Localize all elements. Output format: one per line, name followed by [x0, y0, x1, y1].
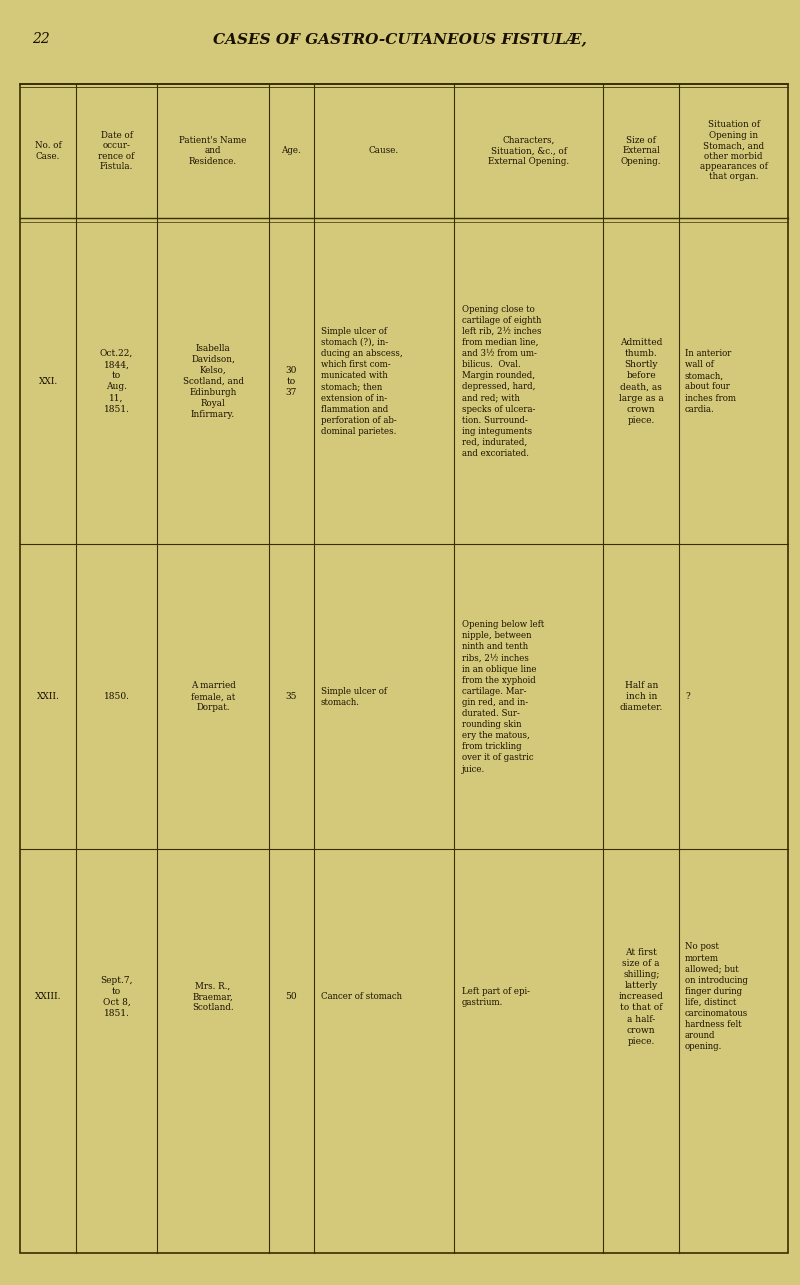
Text: XXIII.: XXIII. — [35, 992, 62, 1001]
Text: Simple ulcer of
stomach.: Simple ulcer of stomach. — [321, 686, 386, 707]
Text: 30
to
37: 30 to 37 — [286, 366, 297, 397]
Text: Date of
occur-
rence of
Fistula.: Date of occur- rence of Fistula. — [98, 131, 134, 171]
Text: Admitted
thumb.
Shortly
before
death, as
large as a
crown
piece.: Admitted thumb. Shortly before death, as… — [619, 338, 664, 425]
Text: Mrs. R.,
Braemar,
Scotland.: Mrs. R., Braemar, Scotland. — [192, 982, 234, 1013]
Text: No. of
Case.: No. of Case. — [34, 141, 62, 161]
Text: Left part of epi-
gastrium.: Left part of epi- gastrium. — [462, 987, 530, 1007]
Text: XXI.: XXI. — [38, 377, 58, 386]
Text: Cause.: Cause. — [369, 146, 399, 155]
Text: Size of
External
Opening.: Size of External Opening. — [621, 136, 662, 166]
Text: Simple ulcer of
stomach (?), in-
ducing an abscess,
which first com-
municated w: Simple ulcer of stomach (?), in- ducing … — [321, 326, 402, 436]
Text: CASES OF GASTRO-CUTANEOUS FISTULÆ,: CASES OF GASTRO-CUTANEOUS FISTULÆ, — [213, 32, 587, 46]
Text: In anterior
wall of
stomach,
about four
inches from
cardia.: In anterior wall of stomach, about four … — [685, 350, 736, 414]
Text: Sept.7,
to
Oct 8,
1851.: Sept.7, to Oct 8, 1851. — [100, 975, 133, 1018]
Text: Patient's Name
and
Residence.: Patient's Name and Residence. — [179, 136, 246, 166]
Text: A married
female, at
Dorpat.: A married female, at Dorpat. — [190, 681, 235, 712]
Text: Opening below left
nipple, between
ninth and tenth
ribs, 2½ inches
in an oblique: Opening below left nipple, between ninth… — [462, 621, 544, 774]
Text: XXII.: XXII. — [37, 693, 59, 702]
Text: No post
mortem
allowed; but
on introducing
finger during
life, distinct
carcinom: No post mortem allowed; but on introduci… — [685, 942, 748, 1051]
Text: Age.: Age. — [282, 146, 302, 155]
Text: Oct.22,
1844,
to
Aug.
11,
1851.: Oct.22, 1844, to Aug. 11, 1851. — [100, 350, 133, 414]
Text: Half an
inch in
diameter.: Half an inch in diameter. — [619, 681, 663, 712]
Text: ?: ? — [685, 693, 690, 702]
Text: 35: 35 — [286, 693, 297, 702]
Text: 22: 22 — [32, 32, 50, 46]
Text: At first
size of a
shilling;
latterly
increased
to that of
a half-
crown
piece.: At first size of a shilling; latterly in… — [619, 948, 664, 1046]
Text: Cancer of stomach: Cancer of stomach — [321, 992, 402, 1001]
Text: Situation of
Opening in
Stomach, and
other morbid
appearances of
that organ.: Situation of Opening in Stomach, and oth… — [700, 121, 768, 181]
Text: Characters,
Situation, &c., of
External Opening.: Characters, Situation, &c., of External … — [488, 136, 570, 166]
Text: Isabella
Davidson,
Kelso,
Scotland, and
Edinburgh
Royal
Infirmary.: Isabella Davidson, Kelso, Scotland, and … — [182, 343, 243, 419]
Text: 1850.: 1850. — [103, 693, 130, 702]
Text: Opening close to
cartilage of eighth
left rib, 2½ inches
from median line,
and 3: Opening close to cartilage of eighth lef… — [462, 305, 542, 457]
Text: 50: 50 — [286, 992, 298, 1001]
